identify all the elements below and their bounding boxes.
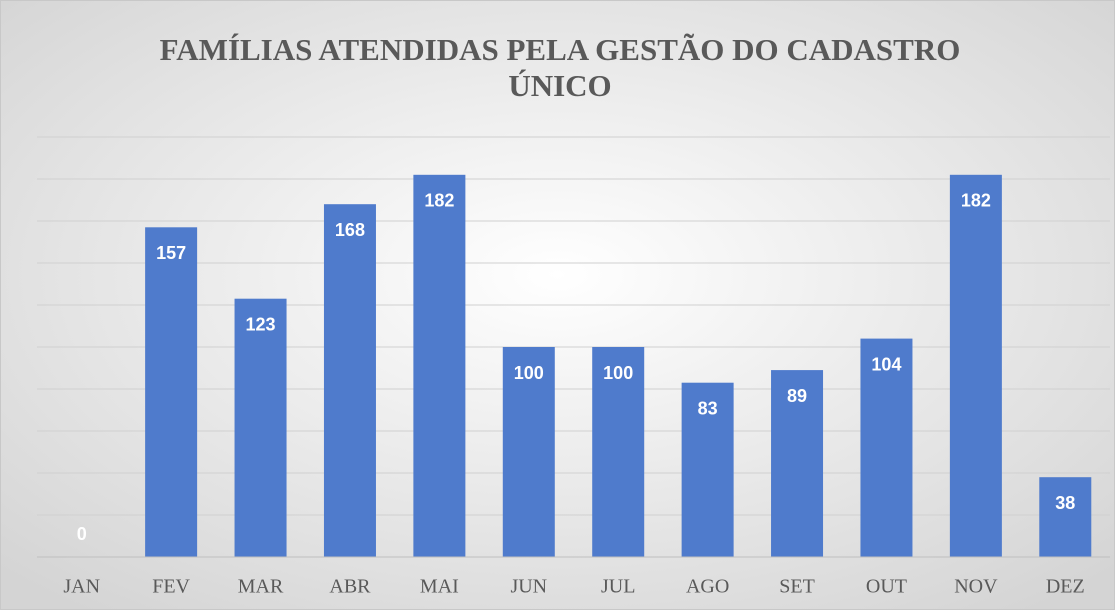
bar [323,204,376,557]
bar [771,370,824,557]
value-label: 100 [514,363,544,383]
x-tick-label: JAN [63,576,100,598]
x-tick-label: DEZ [1046,576,1085,598]
chart-title: ÚNICO [508,68,611,103]
x-tick-label: JUL [601,576,635,598]
value-label: 100 [603,363,633,383]
x-tick-label: SET [779,576,815,598]
value-label: 83 [698,398,718,418]
value-label: 157 [156,243,186,263]
bar [502,347,555,557]
value-label: 0 [77,524,87,544]
x-tick-label: ABR [329,576,371,598]
value-label: 182 [961,191,991,211]
x-tick-label: NOV [954,576,998,598]
value-label: 89 [787,386,807,406]
value-label: 104 [871,354,901,374]
x-tick-label: OUT [866,576,907,598]
x-tick-label: MAI [420,576,459,598]
bar [145,227,198,558]
value-label: 123 [246,314,276,334]
chart-title: FAMÍLIAS ATENDIDAS PELA GESTÃO DO CADAST… [160,32,961,67]
bar [234,298,287,557]
x-tick-label: MAR [238,576,284,598]
x-tick-label: JUN [510,576,547,598]
bar [413,174,466,558]
x-tick-label: FEV [152,576,190,598]
bar [860,338,913,557]
value-label: 38 [1055,493,1075,513]
bar [592,347,645,557]
bar [1039,477,1092,557]
value-label: 168 [335,220,365,240]
x-tick-label: AGO [686,576,729,598]
value-label: 182 [424,191,454,211]
bar [949,174,1002,558]
bar [681,382,734,557]
